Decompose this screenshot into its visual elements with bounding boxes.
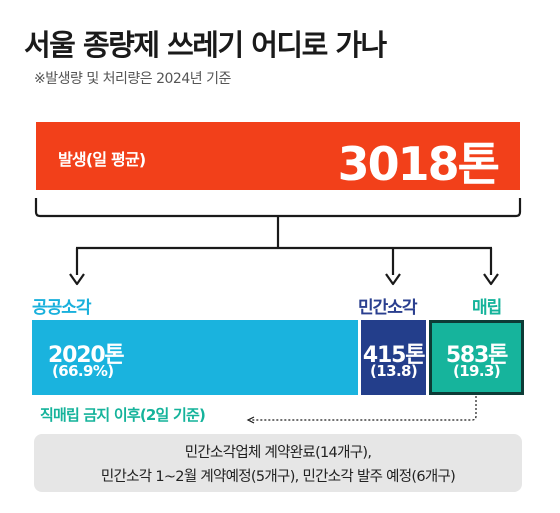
label-landfill: 매립 <box>472 298 502 318</box>
generation-box <box>36 122 520 190</box>
note-dotted-arrowhead <box>246 416 255 424</box>
generation-label: 발생(일 평균) <box>58 150 146 169</box>
percent-private-incineration: (13.8) <box>370 362 418 380</box>
arrowhead-landfill <box>483 273 499 286</box>
note-line-2: 민간소각 1~2월 계약예정(5개구), 민간소각 발주 예정(6개구) <box>100 469 456 485</box>
arrowhead-public <box>69 273 85 286</box>
generation-value: 3018톤 <box>337 137 500 191</box>
label-public-incineration: 공공소각 <box>32 298 92 318</box>
percent-landfill: (19.3) <box>452 362 501 380</box>
generation-bracket <box>34 198 522 218</box>
page-title: 서울 종량제 쓰레기 어디로 가나 <box>24 28 387 62</box>
label-private-incineration: 민간소각 <box>358 298 418 318</box>
page-subtitle: ※발생량 및 처리량은 2024년 기준 <box>34 71 231 87</box>
note-box <box>34 434 522 492</box>
note-label: 직매립 금지 이후(2일 기준) <box>40 406 206 424</box>
segment-public-incineration <box>32 320 359 395</box>
segment-landfill <box>429 320 524 395</box>
note-line-1: 민간소각업체 계약완료(14개구), <box>184 445 372 461</box>
value-private-incineration: 415톤 <box>362 343 426 368</box>
arrowhead-private <box>385 273 401 286</box>
value-public-incineration: 2020톤 <box>48 343 125 368</box>
value-landfill: 583톤 <box>445 343 509 368</box>
note-dotted-arrow <box>250 396 477 421</box>
segment-private-incineration <box>361 320 427 395</box>
percent-public-incineration: (66.9%) <box>52 362 114 380</box>
